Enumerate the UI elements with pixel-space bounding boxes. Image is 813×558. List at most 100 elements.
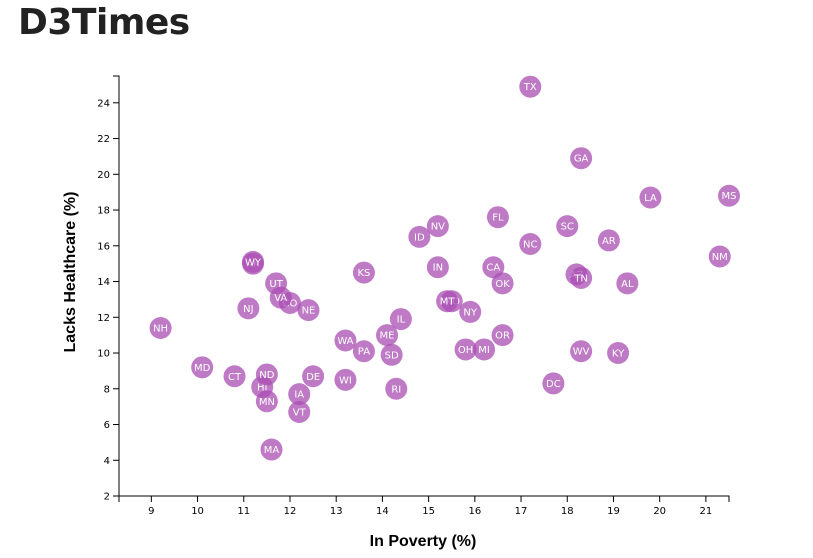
- state-marker[interactable]: [269, 286, 292, 309]
- state-marker[interactable]: [255, 363, 278, 386]
- state-point-wi[interactable]: WI: [334, 368, 357, 391]
- state-marker[interactable]: [570, 266, 593, 289]
- state-marker[interactable]: [639, 186, 662, 209]
- state-marker[interactable]: [288, 383, 311, 406]
- state-marker[interactable]: [491, 272, 514, 295]
- state-point-id[interactable]: ID: [408, 225, 431, 248]
- state-marker[interactable]: [385, 377, 408, 400]
- state-point-pa[interactable]: PA: [352, 340, 375, 363]
- state-marker[interactable]: [708, 245, 731, 268]
- page-title: D3Times: [18, 2, 190, 43]
- state-marker[interactable]: [426, 256, 449, 279]
- state-marker[interactable]: [149, 317, 172, 339]
- state-point-ms[interactable]: MS: [718, 184, 740, 207]
- state-point-tn[interactable]: TN: [570, 266, 593, 289]
- state-marker[interactable]: [459, 300, 482, 323]
- state-point-wa[interactable]: WA: [334, 329, 357, 352]
- state-point-mn[interactable]: MN: [255, 390, 278, 413]
- state-point-va[interactable]: VA: [269, 286, 292, 309]
- state-point-il[interactable]: IL: [389, 308, 412, 331]
- state-marker[interactable]: [718, 184, 740, 207]
- state-point-ga[interactable]: GA: [570, 147, 593, 170]
- state-label: NJ: [243, 304, 253, 315]
- state-marker[interactable]: [223, 365, 246, 388]
- state-point-nd[interactable]: ND: [255, 363, 278, 386]
- state-marker[interactable]: [616, 272, 639, 295]
- state-point-ks[interactable]: KS: [352, 261, 375, 284]
- state-point-nh[interactable]: NH: [149, 317, 172, 339]
- state-marker[interactable]: [542, 372, 565, 395]
- state-marker[interactable]: [376, 324, 399, 347]
- state-point-oh[interactable]: OH: [454, 338, 477, 361]
- state-point-la[interactable]: LA: [639, 186, 662, 209]
- state-marker[interactable]: [288, 401, 311, 423]
- state-point-wv[interactable]: WV: [570, 340, 593, 363]
- state-point-or[interactable]: OR: [491, 324, 514, 347]
- state-marker[interactable]: [408, 225, 431, 248]
- state-marker[interactable]: [597, 229, 620, 252]
- state-point-ny[interactable]: NY: [459, 300, 482, 323]
- state-point-mt[interactable]: MT: [436, 290, 459, 313]
- state-marker[interactable]: [436, 290, 459, 313]
- state-marker[interactable]: [242, 250, 265, 273]
- state-point-wy[interactable]: WY: [242, 250, 265, 273]
- state-marker[interactable]: [334, 368, 357, 391]
- state-marker[interactable]: [426, 215, 449, 238]
- state-marker[interactable]: [260, 438, 283, 461]
- state-marker[interactable]: [519, 75, 542, 98]
- state-point-ca[interactable]: CA: [482, 256, 505, 279]
- state-marker[interactable]: [473, 338, 496, 361]
- state-marker[interactable]: [519, 233, 542, 255]
- state-point-ok[interactable]: OK: [491, 272, 514, 295]
- data-points: ALAKAZARCACOCTDEDCFLGAHIIDILINIAKSKYLAME…: [149, 75, 740, 461]
- state-marker[interactable]: [491, 324, 514, 347]
- state-marker[interactable]: [191, 356, 214, 379]
- state-point-me[interactable]: ME: [376, 324, 399, 347]
- state-point-nv[interactable]: NV: [426, 215, 449, 238]
- state-marker[interactable]: [334, 329, 357, 352]
- state-marker[interactable]: [486, 206, 509, 229]
- state-point-nj[interactable]: NJ: [237, 297, 260, 320]
- x-tick-label: 11: [237, 506, 250, 517]
- state-point-ia[interactable]: IA: [288, 383, 311, 406]
- state-point-sd[interactable]: SD: [380, 343, 403, 366]
- state-marker[interactable]: [570, 340, 593, 363]
- state-point-ri[interactable]: RI: [385, 377, 408, 400]
- state-point-ky[interactable]: KY: [607, 342, 630, 365]
- state-point-de[interactable]: DE: [302, 365, 325, 388]
- state-marker[interactable]: [237, 297, 260, 320]
- state-point-in[interactable]: IN: [426, 256, 449, 279]
- state-point-md[interactable]: MD: [191, 356, 214, 379]
- state-label: MS: [722, 191, 737, 202]
- y-tick-label: 20: [97, 170, 110, 181]
- state-marker[interactable]: [556, 215, 579, 238]
- state-marker[interactable]: [389, 308, 412, 331]
- state-marker[interactable]: [302, 365, 325, 388]
- state-point-nc[interactable]: NC: [519, 233, 542, 255]
- state-point-tx[interactable]: TX: [519, 75, 542, 98]
- state-point-mi[interactable]: MI: [473, 338, 496, 361]
- state-point-ct[interactable]: CT: [223, 365, 246, 388]
- state-marker[interactable]: [297, 299, 320, 322]
- state-marker[interactable]: [607, 342, 630, 365]
- state-label: MN: [259, 397, 275, 408]
- state-marker[interactable]: [352, 340, 375, 363]
- state-point-ma[interactable]: MA: [260, 438, 283, 461]
- state-point-al[interactable]: AL: [616, 272, 639, 295]
- state-marker[interactable]: [255, 390, 278, 413]
- state-point-nm[interactable]: NM: [708, 245, 731, 268]
- y-axis-title[interactable]: Lacks Healthcare (%): [62, 192, 79, 353]
- state-point-fl[interactable]: FL: [486, 206, 509, 229]
- state-marker[interactable]: [454, 338, 477, 361]
- state-marker[interactable]: [482, 256, 505, 279]
- y-tick-label: 16: [97, 241, 110, 252]
- state-marker[interactable]: [570, 147, 593, 170]
- state-point-vt[interactable]: VT: [288, 401, 311, 423]
- x-axis-title[interactable]: In Poverty (%): [370, 533, 477, 550]
- state-point-ne[interactable]: NE: [297, 299, 320, 322]
- state-point-sc[interactable]: SC: [556, 215, 579, 238]
- state-point-dc[interactable]: DC: [542, 372, 565, 395]
- state-point-ar[interactable]: AR: [597, 229, 620, 252]
- state-marker[interactable]: [380, 343, 403, 366]
- state-marker[interactable]: [352, 261, 375, 284]
